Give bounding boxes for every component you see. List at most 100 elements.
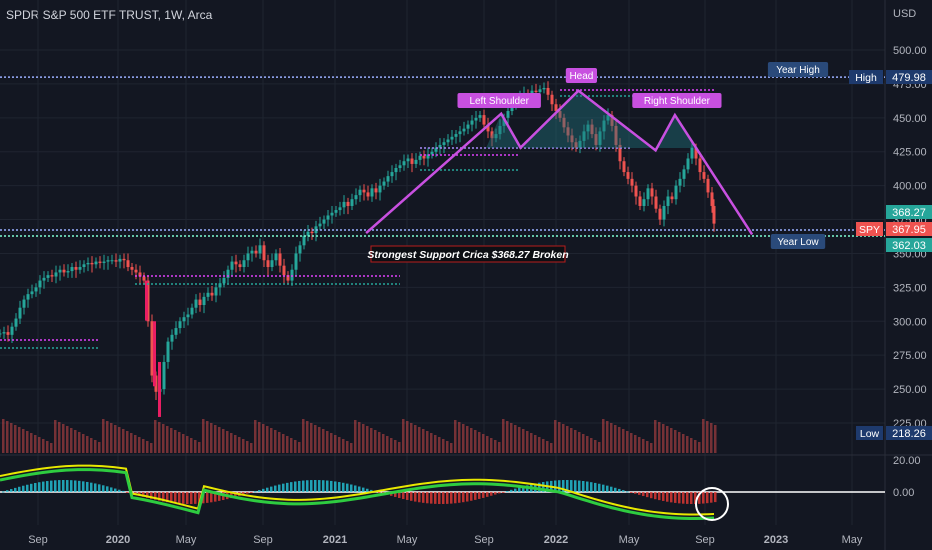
volume-bar [94,440,97,453]
osc-histogram-bar [430,492,433,504]
volume-bar [34,435,37,453]
volume-bar [38,437,41,453]
osc-histogram-bar [358,486,361,492]
candle-body [602,120,606,132]
candle-body [46,275,50,278]
candle-body [182,317,186,322]
candle-body [266,260,270,268]
osc-histogram-bar [126,492,129,493]
osc-histogram-bar [190,492,193,504]
osc-histogram-bar [214,492,217,502]
volume-bar [702,419,705,453]
osc-histogram-bar [410,492,413,501]
osc-histogram-bar [610,486,613,492]
volume-bar [658,422,661,453]
volume-bar [378,432,381,453]
candle-body [410,158,414,164]
volume-bar [662,424,665,453]
osc-histogram-bar [98,484,101,492]
volume-bar [50,443,53,453]
osc-histogram-bar [162,492,165,502]
price-tag-value: 479.98 [892,72,926,84]
osc-histogram-bar [406,492,409,500]
candle-body [102,261,106,263]
osc-histogram-bar [370,489,373,492]
volume-bar [286,436,289,453]
osc-histogram-bar [446,492,449,504]
volume-bar [142,439,145,453]
volume-bar [490,438,493,453]
osc-histogram-bar [422,492,425,503]
osc-histogram-bar [322,480,325,492]
osc-histogram-bar [234,492,237,498]
price-tick-label: 300.00 [893,316,927,328]
volume-bar [626,431,629,453]
volume-bar [86,436,89,453]
volume-bar [582,434,585,453]
osc-histogram-bar [302,480,305,492]
volume-bar [638,437,641,453]
volume-bar [410,423,413,453]
candle-body [390,172,394,177]
volume-bar [350,443,353,453]
right-shoulder-label-bg [632,93,722,108]
volume-bar [22,429,25,453]
candle-body [474,117,478,121]
candle-body [442,142,446,145]
candle-body [446,139,450,143]
candle-body [330,212,334,216]
osc-histogram-bar [150,492,153,499]
osc-histogram-bar [670,492,673,503]
candle-body [186,314,190,318]
candle-body [282,265,286,276]
candle-body [478,115,482,118]
candle-body [686,158,690,170]
osc-main-line [0,468,715,520]
candle-body [694,147,698,159]
candle-body [50,275,54,277]
volume-bar [346,441,349,453]
osc-histogram-bar [586,481,589,492]
volume-bar [138,437,141,453]
osc-histogram-bar [350,484,353,492]
candle-body [406,158,410,162]
candle-body [382,181,386,186]
osc-histogram-bar [626,491,629,493]
volume-bar [546,441,549,453]
volume-bar [306,421,309,453]
candle-body [614,125,618,145]
osc-histogram-bar [578,480,581,492]
candle-body [490,131,494,139]
osc-histogram-bar [598,483,601,492]
candle-body [338,207,342,211]
candle-body [470,120,474,125]
candle-body [206,292,210,297]
osc-histogram-bar [542,482,545,492]
left-shoulder-label-bg [457,93,541,108]
osc-histogram-bar [654,492,657,500]
price-tag-value: 362.03 [892,240,926,252]
candle-body [642,199,646,206]
osc-histogram-bar [54,480,57,492]
time-tick-label: Sep [474,534,494,546]
osc-histogram-bar [174,492,177,504]
osc-histogram-bar [558,480,561,492]
candle-body [310,231,314,234]
volume-bar [506,421,509,453]
osc-histogram-bar [310,480,313,492]
volume-bar [74,430,77,453]
candle-body [346,201,350,206]
volume-bar [322,429,325,453]
volume-bar [302,419,305,453]
price-tag-bg [886,238,932,252]
volume-bar [462,424,465,453]
volume-bar [226,431,229,453]
volume-bar [298,442,301,453]
candle-body [670,196,674,200]
osc-histogram-bar [362,487,365,492]
osc-histogram-bar [438,492,441,504]
candle-body [666,196,670,206]
candle-body [358,189,362,196]
